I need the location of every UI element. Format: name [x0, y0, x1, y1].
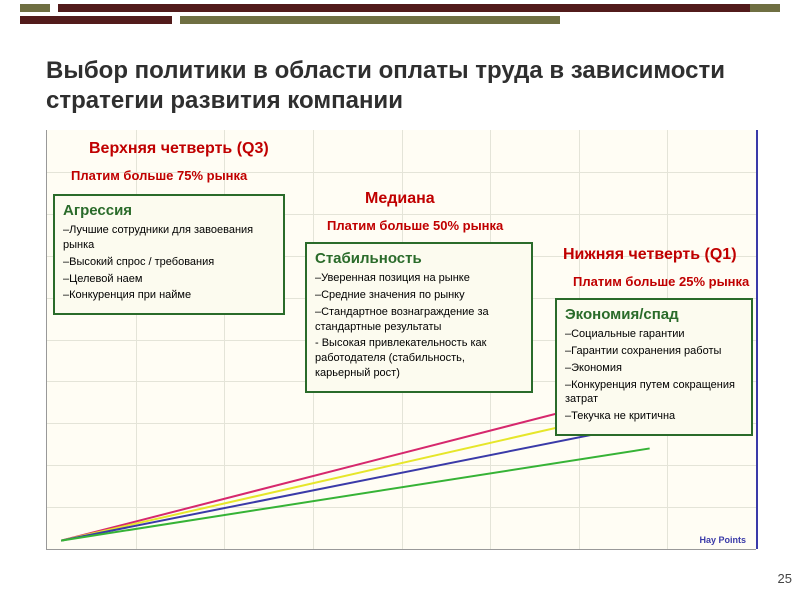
- q1-subtitle: Платим больше 25% рынка: [573, 274, 749, 289]
- stability-title: Стабильность: [315, 250, 523, 267]
- box-item: –Текучка не критична: [565, 409, 743, 424]
- box-item: –Экономия: [565, 361, 743, 376]
- bar-seg: [750, 4, 780, 12]
- box-item: –Целевой наем: [63, 272, 275, 287]
- chart-area: Верхняя четверть (Q3) Платим больше 75% …: [46, 130, 756, 550]
- box-item: –Уверенная позиция на рынке: [315, 271, 523, 286]
- page-number: 25: [778, 571, 792, 586]
- economy-box: Экономия/спад –Социальные гарантии –Гаран…: [555, 298, 753, 436]
- aggression-title: Агрессия: [63, 202, 275, 219]
- aggression-box: Агрессия –Лучшие сотрудники для завоеван…: [53, 194, 285, 315]
- x-axis-label: Hay Points: [699, 535, 746, 545]
- q3-title: Верхняя четверть (Q3): [89, 140, 269, 158]
- bar-seg: [180, 16, 560, 24]
- bar-seg: [20, 4, 50, 12]
- median-title: Медиана: [365, 190, 435, 208]
- top-bar: [20, 4, 780, 12]
- chart-right-border: [756, 130, 758, 549]
- box-item: –Конкуренция путем сокращения затрат: [565, 378, 743, 408]
- economy-title: Экономия/спад: [565, 306, 743, 323]
- box-item: –Гарантии сохранения работы: [565, 344, 743, 359]
- chart-line: [61, 448, 649, 540]
- box-item: –Социальные гарантии: [565, 327, 743, 342]
- box-item: - Высокая привлекательность как работода…: [315, 336, 523, 381]
- box-item: –Высокий спрос / требования: [63, 255, 275, 270]
- box-item: –Средние значения по рынку: [315, 288, 523, 303]
- box-item: –Стандартное вознаграждение за стандартн…: [315, 305, 523, 335]
- box-item: –Лучшие сотрудники для завоевания рынка: [63, 223, 275, 253]
- bar-seg: [20, 16, 172, 24]
- box-item: –Конкуренция при найме: [63, 288, 275, 303]
- bar-seg: [58, 4, 772, 12]
- median-subtitle: Платим больше 50% рынка: [327, 218, 503, 233]
- stability-box: Стабильность –Уверенная позиция на рынке…: [305, 242, 533, 393]
- q1-title: Нижняя четверть (Q1): [563, 246, 737, 264]
- chart-line: [61, 423, 649, 540]
- q3-subtitle: Платим больше 75% рынка: [71, 168, 247, 183]
- slide-title: Выбор политики в области оплаты труда в …: [46, 56, 746, 116]
